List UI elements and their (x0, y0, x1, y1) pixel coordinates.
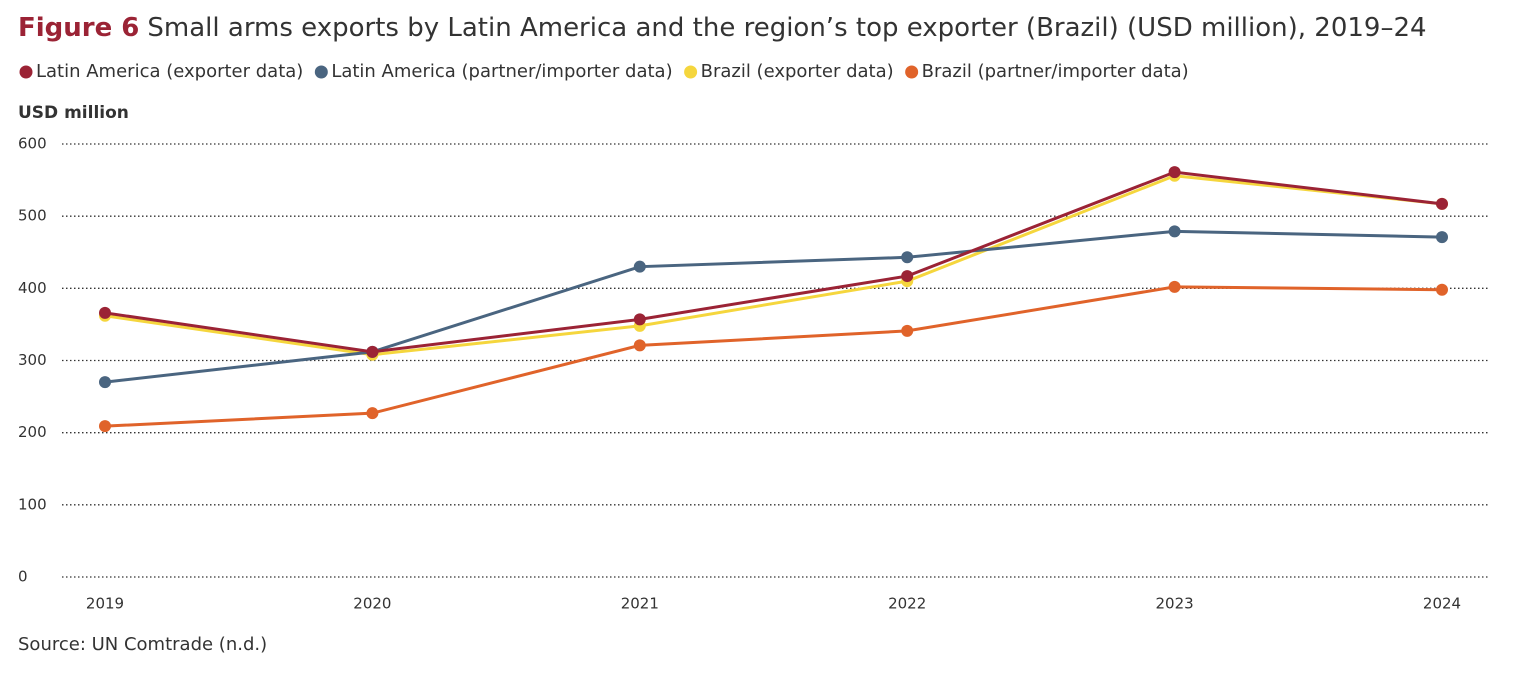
data-point (1168, 280, 1181, 293)
data-point (1436, 231, 1448, 244)
legend-marker (19, 65, 33, 79)
y-tick-label: 300 (18, 351, 47, 369)
series-line (104, 170, 1443, 354)
legend-marker (314, 65, 328, 79)
figure-label: Figure 6 (18, 13, 139, 43)
legend-label: Brazil (exporter data) (701, 61, 894, 82)
source: Source: UN Comtrade (n.d.) (18, 634, 267, 655)
data-point (1168, 225, 1181, 238)
legend-label: Latin America (exporter data) (36, 61, 303, 82)
y-tick-label: 0 (18, 568, 28, 586)
data-point (99, 420, 111, 433)
x-tick-label: 2022 (888, 595, 926, 613)
data-point (901, 270, 914, 283)
x-tick-label: 2020 (353, 595, 391, 613)
data-point (366, 407, 379, 420)
legend-marker (905, 65, 919, 79)
series-line (104, 229, 1443, 384)
data-point (633, 339, 646, 352)
data-point (1168, 166, 1181, 179)
y-tick-label: 200 (18, 423, 47, 441)
data-point (633, 260, 646, 273)
y-axis-label: USD million (18, 103, 129, 123)
chart-heading: Figure 6 Small arms exports by Latin Amer… (18, 13, 1427, 43)
x-tick-label: 2021 (621, 595, 659, 613)
legend-label: Brazil (partner/importer data) (922, 61, 1189, 82)
data-point (366, 345, 379, 358)
x-tick-label: 2019 (86, 595, 124, 613)
data-point (1436, 283, 1448, 296)
series-line (104, 285, 1443, 428)
y-tick-label: 600 (18, 135, 47, 153)
series-line (104, 174, 1443, 357)
data-point (901, 251, 914, 264)
y-tick-label: 400 (18, 279, 47, 297)
x-tick-label: 2024 (1423, 595, 1461, 613)
legend-marker (684, 65, 698, 79)
data-point (633, 313, 646, 326)
chart-title: Small arms exports by Latin America and … (147, 13, 1426, 43)
data-point (99, 306, 111, 319)
data-point (99, 376, 111, 389)
x-tick-label: 2023 (1156, 595, 1194, 613)
data-point (1436, 197, 1448, 210)
legend-label: Latin America (partner/importer data) (331, 61, 672, 82)
y-tick-label: 100 (18, 495, 47, 513)
data-point (901, 324, 914, 337)
legend: Latin America (exporter data) Latin Ameri… (19, 61, 1189, 82)
y-tick-label: 500 (18, 207, 47, 225)
